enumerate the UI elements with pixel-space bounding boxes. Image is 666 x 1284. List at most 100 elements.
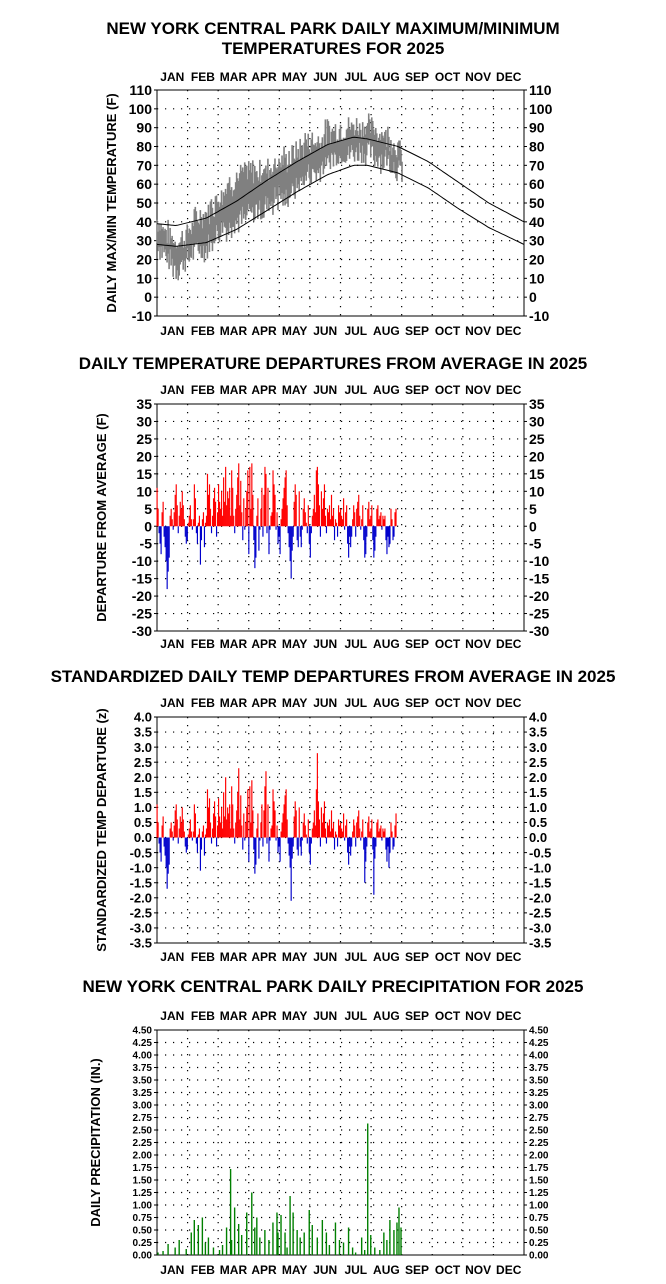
cold-departure-bar <box>277 837 279 853</box>
y-tick-label-right: -0.5 <box>529 845 551 860</box>
warm-departure-bar <box>377 819 379 838</box>
warm-departure-bar <box>305 522 307 527</box>
cold-departure-bar <box>196 837 198 853</box>
cold-departure-bar <box>259 837 261 841</box>
cold-departure-bar <box>300 526 302 548</box>
month-label-bottom: NOV <box>465 1263 491 1277</box>
warm-departure-bar <box>379 515 381 527</box>
cold-departure-bar <box>278 526 280 537</box>
warm-departure-bar <box>250 822 252 838</box>
warm-departure-bar <box>283 487 285 527</box>
warm-departure-bar <box>340 822 342 838</box>
warm-departure-bar <box>378 519 380 527</box>
warm-departure-bar <box>345 825 347 838</box>
cold-departure-bar <box>375 837 377 847</box>
month-label-top: JAN <box>160 696 184 710</box>
y-tick-label-right: 10 <box>529 483 545 499</box>
standardized-chart: -3.5 -3.5-3.0 -3.0-2.5 -2.5-2.0 -2.0-1.5 -1.5… <box>94 696 551 964</box>
cold-departure-bar <box>333 526 336 541</box>
cold-departure-bar <box>387 526 389 537</box>
warm-departure-bar <box>219 501 221 527</box>
cold-departure-bar <box>292 837 294 847</box>
y-tick-label-left: -2.0 <box>130 890 152 905</box>
y-tick-label-left: 20 <box>136 448 152 464</box>
month-label-bottom: JAN <box>160 637 184 651</box>
warm-departure-bar <box>295 810 297 838</box>
y-tick-label-left: 0.5 <box>134 815 152 830</box>
warm-departure-bar <box>193 804 195 838</box>
y-tick-label-right: 0.25 <box>529 1238 549 1249</box>
warm-departure-bar <box>187 522 189 527</box>
cold-departure-bar <box>163 837 165 847</box>
warm-departure-bar <box>162 501 164 527</box>
warm-departure-bar <box>246 807 248 838</box>
y-tick-label-right: 4.25 <box>529 1038 549 1049</box>
month-label-bottom: MAY <box>282 324 308 338</box>
month-label-bottom: SEP <box>405 1263 429 1277</box>
warm-departure-bar <box>218 484 220 527</box>
cold-departure-bar <box>167 837 169 874</box>
y-tick-label-left: 70 <box>136 157 152 173</box>
y-tick-label-left: 2.25 <box>133 1138 153 1149</box>
warm-departure-bar <box>209 508 212 527</box>
month-label-top: SEP <box>405 70 429 84</box>
cold-departure-bar <box>301 526 303 530</box>
cold-departure-bar <box>300 837 302 856</box>
warm-departure-bar <box>233 515 235 527</box>
y-tick-label-left: 15 <box>136 466 152 482</box>
warm-departure-bar <box>225 466 227 527</box>
month-label-bottom: FEB <box>191 324 215 338</box>
warm-departure-bar <box>342 519 344 527</box>
cold-departure-bar <box>308 526 310 544</box>
warm-departure-bar <box>358 810 360 838</box>
cold-departure-bar <box>164 526 166 548</box>
warm-departure-bar <box>282 498 284 527</box>
y-tick-label-left: 0 <box>144 289 152 305</box>
month-label-bottom: DEC <box>496 950 522 964</box>
cold-departure-bar <box>373 526 375 558</box>
y-tick-label-right: 3.0 <box>529 740 547 755</box>
y-tick-label-left: 0.50 <box>133 1226 153 1237</box>
warm-departure-bar <box>264 466 266 527</box>
warm-departure-bar <box>316 753 318 838</box>
warm-departure-bar <box>235 508 237 527</box>
warm-departure-bar <box>352 831 354 838</box>
cold-departure-bar <box>191 837 193 841</box>
month-label-top: MAR <box>220 70 248 84</box>
warm-departure-bar <box>247 470 249 527</box>
y-tick-label-left: 3.00 <box>133 1101 153 1112</box>
warm-departure-bar <box>245 508 247 527</box>
departure-series <box>156 463 397 590</box>
warm-departure-bar <box>313 810 315 838</box>
warm-departure-bar <box>276 825 278 838</box>
warm-departure-bar <box>367 508 369 527</box>
y-tick-label-left: 0.0 <box>134 830 152 845</box>
warm-departure-bar <box>328 819 331 838</box>
cold-departure-bar <box>374 526 376 551</box>
month-label-bottom: APR <box>251 324 277 338</box>
month-label-bottom: MAY <box>282 950 308 964</box>
warm-departure-bar <box>241 512 243 527</box>
normal-high-line <box>156 136 525 227</box>
warm-departure-bar <box>201 519 204 527</box>
cold-departure-bar <box>258 837 260 859</box>
warm-departure-bar <box>294 484 296 527</box>
y-tick-label-right: 40 <box>529 214 545 230</box>
month-label-top: JUN <box>313 696 337 710</box>
cold-departure-bar <box>279 526 281 555</box>
warm-departure-bar <box>326 822 329 838</box>
warm-departure-bar <box>359 828 361 838</box>
warm-departure-bar <box>317 484 319 527</box>
y-tick-label-left: 25 <box>136 431 152 447</box>
warm-departure-bar <box>330 810 333 838</box>
warm-departure-bar <box>271 825 273 838</box>
month-label-bottom: JAN <box>160 324 184 338</box>
warm-departure-bar <box>298 491 300 527</box>
warm-departure-bar <box>295 494 297 527</box>
y-tick-label-right: 90 <box>529 120 545 136</box>
y-tick-label-left: -10 <box>132 308 152 324</box>
month-label-top: OCT <box>435 696 461 710</box>
warm-departure-bar <box>198 515 200 527</box>
warm-departure-bar <box>205 515 208 527</box>
